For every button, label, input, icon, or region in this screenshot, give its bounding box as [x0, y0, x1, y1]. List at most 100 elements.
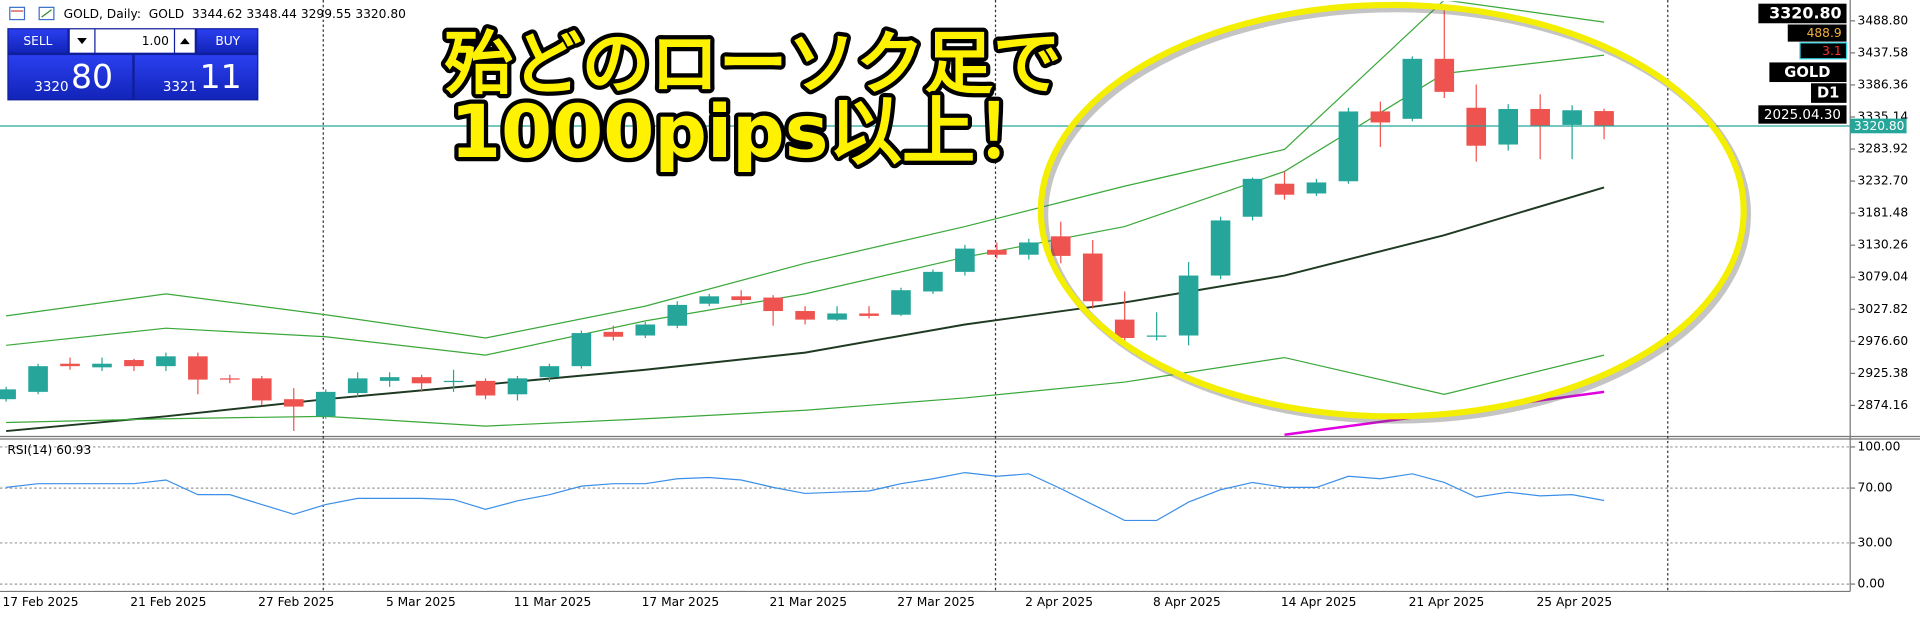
- candle-body: [955, 248, 975, 272]
- symbol: GOLD: [1784, 64, 1830, 81]
- bid-box[interactable]: [8, 55, 133, 100]
- x-tick-label: 27 Feb 2025: [258, 595, 334, 609]
- y-tick-label: 3181.48: [1858, 206, 1909, 220]
- ask-box[interactable]: [134, 55, 258, 100]
- candle-body: [28, 366, 48, 392]
- trade-panel: SELL 1.00 BUY 3320 80 3321 11: [7, 28, 259, 101]
- price: 3320.80: [1769, 4, 1841, 23]
- candle-body: [1338, 111, 1359, 182]
- y-tick-label: 3079.04: [1858, 270, 1909, 284]
- header: GOLD, Daily: GOLD 3344.62 3348.44 3299.5…: [9, 6, 406, 21]
- candle-body: [1210, 220, 1231, 276]
- candle-body: [635, 324, 656, 336]
- candle-body: [1402, 58, 1423, 119]
- candle-body: [1114, 319, 1135, 338]
- candle-body: [1434, 58, 1455, 92]
- price-line-tag: [1850, 118, 1907, 134]
- change: 3.1: [1822, 44, 1841, 58]
- buy-button[interactable]: [197, 29, 258, 53]
- candle-body: [891, 290, 911, 315]
- indicator-line: [6, 1, 1605, 339]
- candle-body: [0, 389, 16, 400]
- x-tick-label: 27 Mar 2025: [897, 595, 975, 609]
- candle-body: [1594, 111, 1614, 126]
- candle-body: [1274, 183, 1295, 195]
- price-box: [1758, 3, 1847, 24]
- candle-body: [507, 378, 528, 395]
- candle-body: [92, 363, 112, 368]
- y-tick-label: 3488.80: [1858, 13, 1909, 27]
- candle-body: [1466, 107, 1487, 146]
- volume: 1.00: [142, 34, 169, 48]
- y-tick-label: 3232.70: [1858, 174, 1909, 188]
- spread-box: [1787, 24, 1847, 42]
- symbol-box: [1769, 62, 1847, 83]
- x-tick-label: 21 Apr 2025: [1409, 595, 1485, 609]
- indicator-title: RSI(14) 60.93: [7, 443, 91, 457]
- ask-pips: 11: [200, 57, 242, 96]
- indicator-line: [6, 354, 1605, 427]
- candle-body: [1050, 236, 1071, 256]
- timeframe-box: [1811, 83, 1847, 103]
- x-tick-label: 5 Mar 2025: [386, 595, 456, 609]
- icon: [41, 9, 52, 18]
- candle-body: [1019, 242, 1039, 255]
- candle-body: [443, 380, 464, 383]
- candle-body: [1498, 109, 1518, 145]
- candle-body: [603, 331, 624, 337]
- candle-body: [1178, 275, 1199, 336]
- candle-body: [731, 296, 751, 301]
- candle-body: [379, 377, 400, 381]
- candle-body: [124, 360, 144, 367]
- candle-body: [1562, 110, 1582, 125]
- y-tick-label: 70.00: [1858, 481, 1893, 495]
- highlight-shadow: [1040, 4, 1752, 424]
- x-tick-label: 21 Feb 2025: [130, 595, 206, 609]
- candle-body: [987, 249, 1007, 255]
- sell-button[interactable]: [8, 29, 68, 53]
- candle-body: [923, 271, 943, 292]
- candle-body: [188, 356, 208, 380]
- x-tick-label: 17 Feb 2025: [2, 595, 78, 609]
- x-tick-label: 21 Mar 2025: [769, 595, 847, 609]
- candle-body: [763, 297, 783, 312]
- candle-body: [347, 378, 368, 394]
- bid-main: 3320: [34, 80, 68, 95]
- candle-body: [60, 363, 80, 367]
- highlight-ellipse: [1037, 1, 1747, 420]
- candle-body: [1082, 253, 1103, 302]
- price-line-label: 3320.80: [1854, 119, 1905, 133]
- candle-body: [699, 296, 720, 304]
- y-tick-label: 3283.92: [1858, 142, 1909, 156]
- y-tick-label: 2925.38: [1858, 366, 1909, 380]
- indicator-line: [6, 186, 1605, 433]
- buy-label: BUY: [215, 34, 240, 48]
- y-tick-label: 3027.82: [1858, 302, 1909, 316]
- candle-body: [1370, 111, 1391, 123]
- date: 2025.04.30: [1764, 108, 1841, 123]
- candle-body: [795, 311, 815, 320]
- candle-body: [411, 377, 432, 384]
- indicator-line: [6, 54, 1605, 356]
- caption-line: 1000pips以上！: [450, 90, 1049, 175]
- rsi-line: [6, 471, 1605, 522]
- timeframe: D1: [1817, 85, 1839, 102]
- change-box: [1799, 42, 1848, 60]
- candle-body: [1242, 178, 1263, 217]
- x-tick-label: 8 Apr 2025: [1153, 595, 1221, 609]
- header-title: GOLD, Daily: GOLD 3344.62 3348.44 3299.5…: [64, 7, 406, 21]
- candle-body: [539, 366, 560, 378]
- candle-body: [156, 356, 176, 367]
- candle-body: [1146, 335, 1167, 337]
- volume-field[interactable]: [95, 29, 174, 53]
- axes: 3488.803437.583386.363335.143283.923232.…: [2, 13, 1908, 609]
- candle-body: [1306, 182, 1327, 194]
- candle-body: [667, 304, 688, 326]
- candle-body: [315, 391, 336, 417]
- x-tick-label: 17 Mar 2025: [642, 595, 720, 609]
- candle-body: [252, 378, 272, 401]
- rsi-plot: [0, 446, 1851, 585]
- y-tick-label: 30.00: [1858, 535, 1893, 549]
